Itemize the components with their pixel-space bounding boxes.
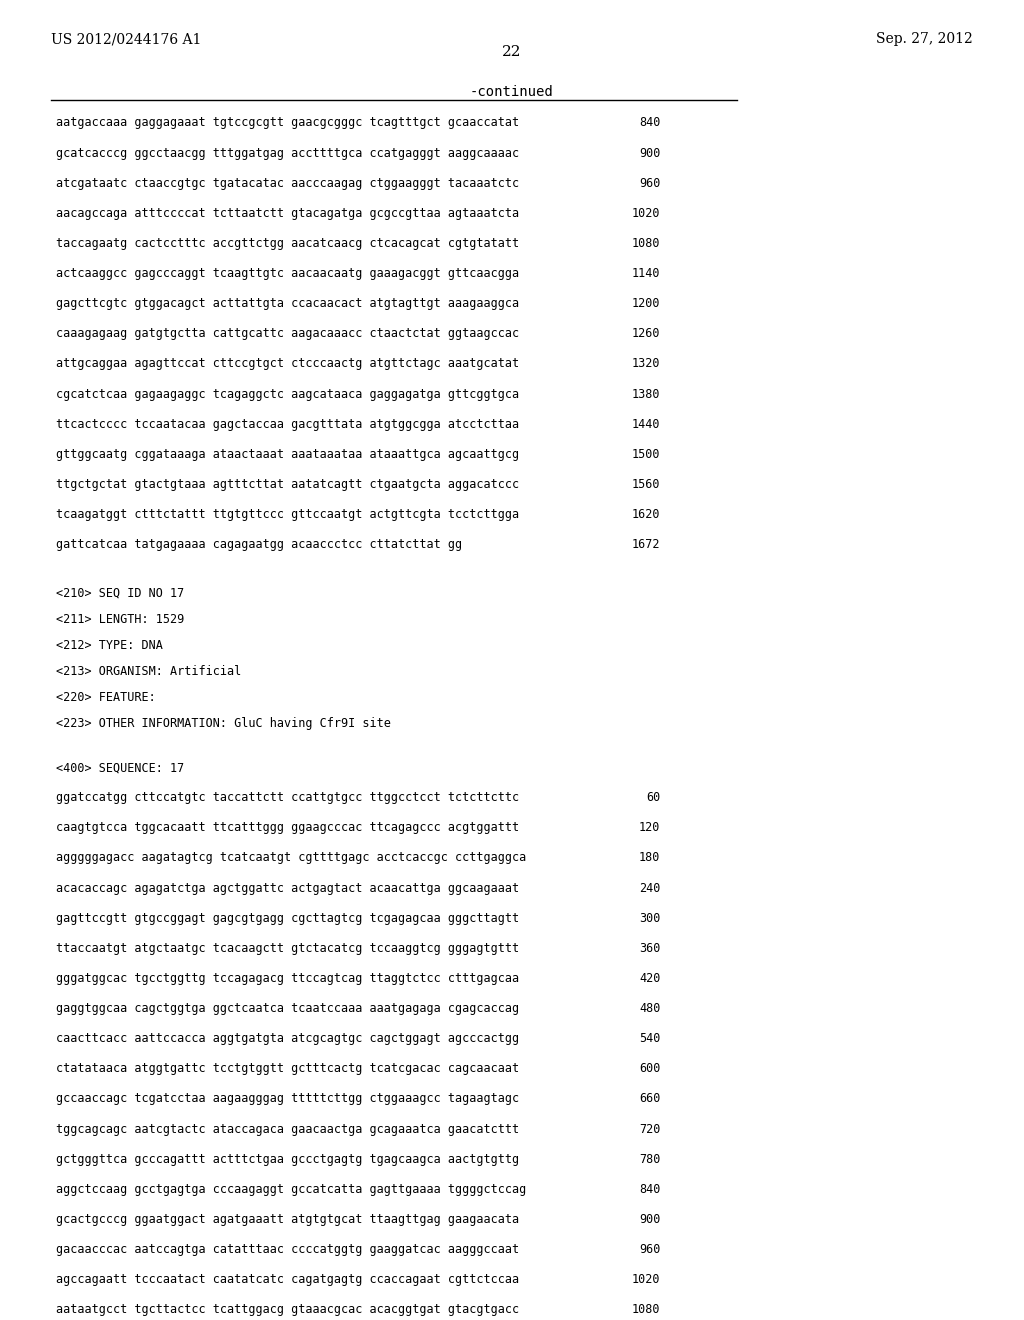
Text: 540: 540: [639, 1032, 660, 1045]
Text: agggggagacc aagatagtcg tcatcaatgt cgttttgagc acctcaccgc ccttgaggca: agggggagacc aagatagtcg tcatcaatgt cgtttt…: [56, 851, 526, 865]
Text: <220> FEATURE:: <220> FEATURE:: [56, 690, 156, 704]
Text: 840: 840: [639, 1183, 660, 1196]
Text: 1080: 1080: [632, 238, 660, 249]
Text: 420: 420: [639, 972, 660, 985]
Text: 1020: 1020: [632, 207, 660, 220]
Text: 960: 960: [639, 1243, 660, 1257]
Text: caacttcacc aattccacca aggtgatgta atcgcagtgc cagctggagt agcccactgg: caacttcacc aattccacca aggtgatgta atcgcag…: [56, 1032, 519, 1045]
Text: 480: 480: [639, 1002, 660, 1015]
Text: 600: 600: [639, 1063, 660, 1076]
Text: US 2012/0244176 A1: US 2012/0244176 A1: [51, 32, 202, 46]
Text: 22: 22: [502, 45, 522, 59]
Text: <210> SEQ ID NO 17: <210> SEQ ID NO 17: [56, 586, 184, 599]
Text: 1620: 1620: [632, 508, 660, 521]
Text: 1320: 1320: [632, 358, 660, 371]
Text: Sep. 27, 2012: Sep. 27, 2012: [877, 32, 973, 46]
Text: 180: 180: [639, 851, 660, 865]
Text: 900: 900: [639, 147, 660, 160]
Text: gagttccgtt gtgccggagt gagcgtgagg cgcttagtcg tcgagagcaa gggcttagtt: gagttccgtt gtgccggagt gagcgtgagg cgcttag…: [56, 912, 519, 925]
Text: actcaaggcc gagcccaggt tcaagttgtc aacaacaatg gaaagacggt gttcaacgga: actcaaggcc gagcccaggt tcaagttgtc aacaaca…: [56, 267, 519, 280]
Text: 60: 60: [646, 791, 660, 804]
Text: gggatggcac tgcctggttg tccagagacg ttccagtcag ttaggtctcc ctttgagcaa: gggatggcac tgcctggttg tccagagacg ttccagt…: [56, 972, 519, 985]
Text: agccagaatt tcccaatact caatatcatc cagatgagtg ccaccagaat cgttctccaa: agccagaatt tcccaatact caatatcatc cagatga…: [56, 1274, 519, 1286]
Text: 900: 900: [639, 1213, 660, 1226]
Text: caagtgtcca tggcacaatt ttcatttggg ggaagcccac ttcagagccc acgtggattt: caagtgtcca tggcacaatt ttcatttggg ggaagcc…: [56, 821, 519, 834]
Text: ttaccaatgt atgctaatgc tcacaagctt gtctacatcg tccaaggtcg gggagtgttt: ttaccaatgt atgctaatgc tcacaagctt gtctaca…: [56, 942, 519, 954]
Text: gagcttcgtc gtggacagct acttattgta ccacaacact atgtagttgt aaagaaggca: gagcttcgtc gtggacagct acttattgta ccacaac…: [56, 297, 519, 310]
Text: aggctccaag gcctgagtga cccaagaggt gccatcatta gagttgaaaa tggggctccag: aggctccaag gcctgagtga cccaagaggt gccatca…: [56, 1183, 526, 1196]
Text: ttgctgctat gtactgtaaa agtttcttat aatatcagtt ctgaatgcta aggacatccc: ttgctgctat gtactgtaaa agtttcttat aatatca…: [56, 478, 519, 491]
Text: gattcatcaa tatgagaaaa cagagaatgg acaaccctcc cttatcttat gg: gattcatcaa tatgagaaaa cagagaatgg acaaccc…: [56, 539, 463, 552]
Text: 960: 960: [639, 177, 660, 190]
Text: cgcatctcaa gagaagaggc tcagaggctc aagcataaca gaggagatga gttcggtgca: cgcatctcaa gagaagaggc tcagaggctc aagcata…: [56, 388, 519, 400]
Text: aataatgcct tgcttactcc tcattggacg gtaaacgcac acacggtgat gtacgtgacc: aataatgcct tgcttactcc tcattggacg gtaaacg…: [56, 1303, 519, 1316]
Text: 720: 720: [639, 1122, 660, 1135]
Text: acacaccagc agagatctga agctggattc actgagtact acaacattga ggcaagaaat: acacaccagc agagatctga agctggattc actgagt…: [56, 882, 519, 895]
Text: ctatataaca atggtgattc tcctgtggtt gctttcactg tcatcgacac cagcaacaat: ctatataaca atggtgattc tcctgtggtt gctttca…: [56, 1063, 519, 1076]
Text: caaagagaag gatgtgctta cattgcattc aagacaaacc ctaactctat ggtaagccac: caaagagaag gatgtgctta cattgcattc aagacaa…: [56, 327, 519, 341]
Text: -continued: -continued: [470, 86, 554, 99]
Text: atcgataatc ctaaccgtgc tgatacatac aacccaagag ctggaagggt tacaaatctc: atcgataatc ctaaccgtgc tgatacatac aacccaa…: [56, 177, 519, 190]
Text: 1200: 1200: [632, 297, 660, 310]
Text: 360: 360: [639, 942, 660, 954]
Text: attgcaggaa agagttccat cttccgtgct ctcccaactg atgttctagc aaatgcatat: attgcaggaa agagttccat cttccgtgct ctcccaa…: [56, 358, 519, 371]
Text: aatgaccaaa gaggagaaat tgtccgcgtt gaacgcgggc tcagtttgct gcaaccatat: aatgaccaaa gaggagaaat tgtccgcgtt gaacgcg…: [56, 116, 519, 129]
Text: aacagccaga atttccccat tcttaatctt gtacagatga gcgccgttaa agtaaatcta: aacagccaga atttccccat tcttaatctt gtacaga…: [56, 207, 519, 220]
Text: gctgggttca gcccagattt actttctgaa gccctgagtg tgagcaagca aactgtgttg: gctgggttca gcccagattt actttctgaa gccctga…: [56, 1152, 519, 1166]
Text: gacaacccac aatccagtga catatttaac ccccatggtg gaaggatcac aagggccaat: gacaacccac aatccagtga catatttaac ccccatg…: [56, 1243, 519, 1257]
Text: <211> LENGTH: 1529: <211> LENGTH: 1529: [56, 612, 184, 626]
Text: 1080: 1080: [632, 1303, 660, 1316]
Text: 1380: 1380: [632, 388, 660, 400]
Text: <400> SEQUENCE: 17: <400> SEQUENCE: 17: [56, 762, 184, 774]
Text: 660: 660: [639, 1093, 660, 1105]
Text: 780: 780: [639, 1152, 660, 1166]
Text: gcatcacccg ggcctaacgg tttggatgag accttttgca ccatgagggt aaggcaaaac: gcatcacccg ggcctaacgg tttggatgag acctttt…: [56, 147, 519, 160]
Text: 1020: 1020: [632, 1274, 660, 1286]
Text: gttggcaatg cggataaaga ataactaaat aaataaataa ataaattgca agcaattgcg: gttggcaatg cggataaaga ataactaaat aaataaa…: [56, 447, 519, 461]
Text: gccaaccagc tcgatcctaa aagaagggag tttttcttgg ctggaaagcc tagaagtagc: gccaaccagc tcgatcctaa aagaagggag tttttct…: [56, 1093, 519, 1105]
Text: 1440: 1440: [632, 417, 660, 430]
Text: gcactgcccg ggaatggact agatgaaatt atgtgtgcat ttaagttgag gaagaacata: gcactgcccg ggaatggact agatgaaatt atgtgtg…: [56, 1213, 519, 1226]
Text: taccagaatg cactcctttc accgttctgg aacatcaacg ctcacagcat cgtgtatatt: taccagaatg cactcctttc accgttctgg aacatca…: [56, 238, 519, 249]
Text: 1560: 1560: [632, 478, 660, 491]
Text: 300: 300: [639, 912, 660, 925]
Text: <223> OTHER INFORMATION: GluC having Cfr9I site: <223> OTHER INFORMATION: GluC having Cfr…: [56, 717, 391, 730]
Text: 1500: 1500: [632, 447, 660, 461]
Text: ggatccatgg cttccatgtc taccattctt ccattgtgcc ttggcctcct tctcttcttc: ggatccatgg cttccatgtc taccattctt ccattgt…: [56, 791, 519, 804]
Text: 1260: 1260: [632, 327, 660, 341]
Text: 840: 840: [639, 116, 660, 129]
Text: tggcagcagc aatcgtactc ataccagaca gaacaactga gcagaaatca gaacatcttt: tggcagcagc aatcgtactc ataccagaca gaacaac…: [56, 1122, 519, 1135]
Text: ttcactcccc tccaatacaa gagctaccaa gacgtttata atgtggcgga atcctcttaa: ttcactcccc tccaatacaa gagctaccaa gacgttt…: [56, 417, 519, 430]
Text: 1672: 1672: [632, 539, 660, 552]
Text: <213> ORGANISM: Artificial: <213> ORGANISM: Artificial: [56, 665, 242, 677]
Text: 1140: 1140: [632, 267, 660, 280]
Text: 120: 120: [639, 821, 660, 834]
Text: tcaagatggt ctttctattt ttgtgttccc gttccaatgt actgttcgta tcctcttgga: tcaagatggt ctttctattt ttgtgttccc gttccaa…: [56, 508, 519, 521]
Text: <212> TYPE: DNA: <212> TYPE: DNA: [56, 639, 163, 652]
Text: 240: 240: [639, 882, 660, 895]
Text: gaggtggcaa cagctggtga ggctcaatca tcaatccaaa aaatgagaga cgagcaccag: gaggtggcaa cagctggtga ggctcaatca tcaatcc…: [56, 1002, 519, 1015]
